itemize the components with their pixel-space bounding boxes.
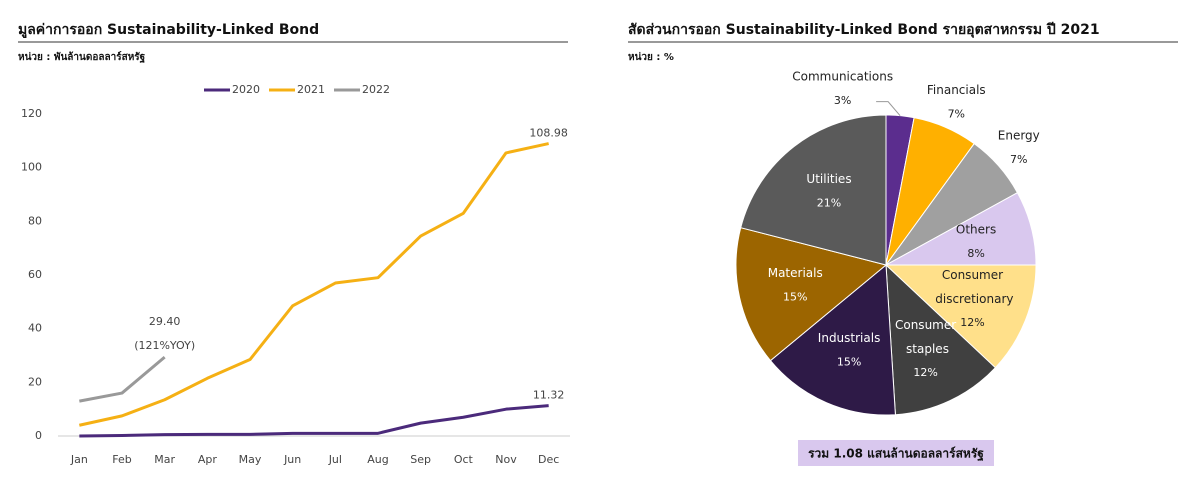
series-line <box>79 142 549 427</box>
slice-label: Others <box>956 222 996 236</box>
slice-value: 12% <box>960 316 984 329</box>
y-tick-label: 120 <box>21 107 42 120</box>
y-tick-label: 40 <box>28 322 42 335</box>
note: รวม 1.08 แสนล้านดอลลาร์สหรัฐ <box>808 447 984 462</box>
pie-slice <box>735 227 888 362</box>
chart-subtitle: หน่วย : % <box>628 51 674 63</box>
chart-subtitle: หน่วย : พันล้านดอลลาร์สหรัฐ <box>18 51 146 63</box>
slice-label: Utilities <box>806 172 851 186</box>
slice-value: 15% <box>783 290 807 303</box>
x-tick-label: May <box>239 453 262 466</box>
legend-label: 2020 <box>232 83 260 96</box>
y-tick-label: 80 <box>28 214 42 227</box>
data-label: 108.98 <box>529 127 568 140</box>
slice-value: 12% <box>913 366 937 379</box>
x-tick-label: Oct <box>454 453 474 466</box>
slice-label: Industrials <box>818 331 881 345</box>
x-tick-label: Jun <box>283 453 301 466</box>
slice-label: Consumer discretionary <box>931 268 1013 306</box>
chart-title: สัดส่วนการออก Sustainability-Linked Bond… <box>628 22 1100 38</box>
x-tick-label: Jul <box>328 453 342 466</box>
slice-label: Communications <box>792 69 893 83</box>
x-tick-label: Dec <box>538 453 559 466</box>
series-line <box>79 404 549 438</box>
chart-title: มูลค่าการออก Sustainability-Linked Bond <box>18 22 319 38</box>
data-label: 29.40 <box>149 315 181 328</box>
slice-label: Energy <box>998 128 1040 142</box>
slice-label: Materials <box>768 266 823 280</box>
slice-label: Financials <box>927 83 986 97</box>
x-tick-label: Sep <box>410 453 431 466</box>
legend-label: 2021 <box>297 83 325 96</box>
y-tick-label: 0 <box>35 429 42 442</box>
x-tick-label: Apr <box>198 453 218 466</box>
x-tick-label: Mar <box>154 453 175 466</box>
slice-label: Consumer staples <box>895 318 956 356</box>
slice-value: 21% <box>817 197 841 210</box>
slice-value: 7% <box>1010 153 1027 166</box>
slice-value: 8% <box>967 247 984 260</box>
note-box <box>798 440 994 466</box>
y-tick-label: 60 <box>28 268 42 281</box>
series-line <box>79 355 166 403</box>
x-tick-label: Aug <box>367 453 388 466</box>
pie-slice <box>884 264 1037 369</box>
slice-value: 7% <box>948 108 965 121</box>
y-tick-label: 20 <box>28 375 42 388</box>
y-tick-label: 100 <box>21 161 42 174</box>
x-tick-label: Jan <box>70 453 88 466</box>
annotation: (121%YOY) <box>134 339 195 352</box>
pie-slice <box>769 263 896 416</box>
slice-value: 15% <box>837 355 861 368</box>
x-tick-label: Nov <box>495 453 517 466</box>
leader-line <box>876 101 901 116</box>
x-tick-label: Feb <box>112 453 131 466</box>
data-label: 11.32 <box>533 389 565 402</box>
pie-slice <box>885 263 997 416</box>
pie-slice <box>740 114 887 266</box>
legend-label: 2022 <box>362 83 390 96</box>
slice-value: 3% <box>834 94 851 107</box>
